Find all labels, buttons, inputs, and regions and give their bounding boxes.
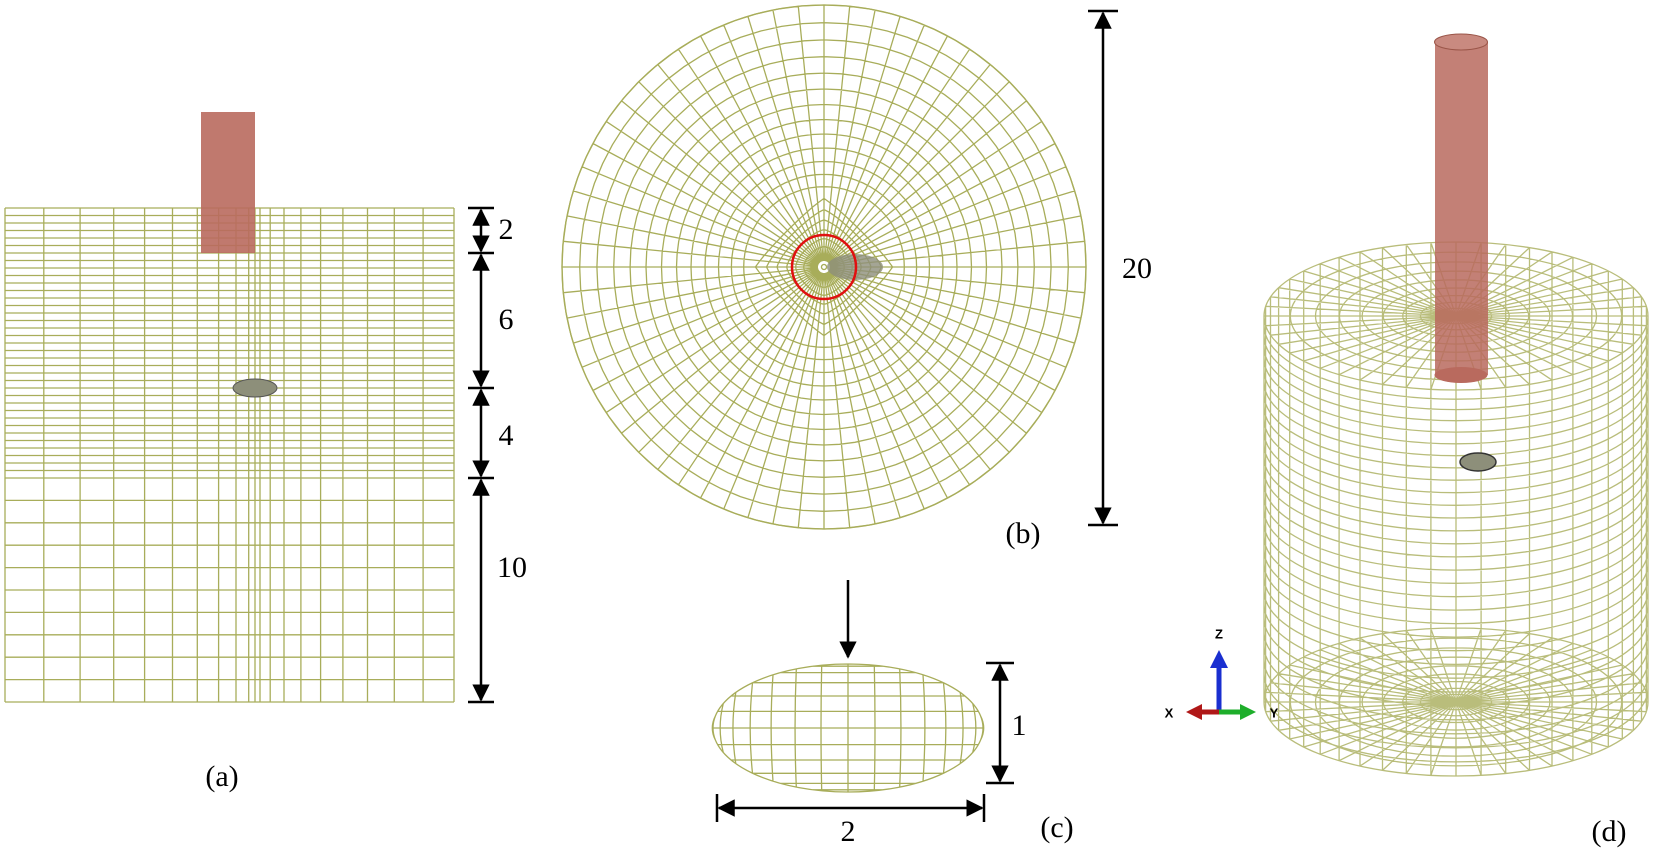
dimension-ticks	[715, 661, 1014, 822]
dimension-label: 20	[1122, 252, 1152, 285]
mesh-line	[561, 4, 1087, 530]
inclusion	[1459, 452, 1497, 472]
caption: (d)	[1592, 815, 1627, 848]
inclusion	[232, 378, 278, 398]
pile	[201, 112, 255, 253]
mesh-top-view	[561, 4, 1087, 530]
mesh-side-view	[4, 207, 455, 703]
dimension-label: 2	[499, 213, 514, 246]
dimension-label: 2	[841, 815, 856, 848]
pile-outline	[790, 233, 858, 301]
dimension-label: 1	[1012, 709, 1027, 742]
mesh-line	[711, 663, 985, 793]
dimension-lines-a	[468, 206, 494, 704]
caption: (c)	[1040, 811, 1073, 844]
axis-label: X	[1165, 705, 1174, 720]
dimension-label: 10	[497, 551, 527, 584]
axis-triad	[1186, 650, 1256, 720]
dimension-label: 6	[499, 303, 514, 336]
dimension-label: 4	[499, 419, 514, 452]
axis-label: Y	[1270, 705, 1279, 720]
axis-label: Z	[1215, 626, 1223, 641]
caption: (a)	[205, 760, 238, 793]
mesh-line	[4, 207, 455, 703]
mesh-line	[561, 4, 1087, 530]
caption: (b)	[1006, 517, 1041, 550]
ellipsoid-mesh	[711, 663, 985, 793]
dimension-ticks	[1088, 9, 1118, 527]
pile-3d	[1434, 33, 1488, 383]
